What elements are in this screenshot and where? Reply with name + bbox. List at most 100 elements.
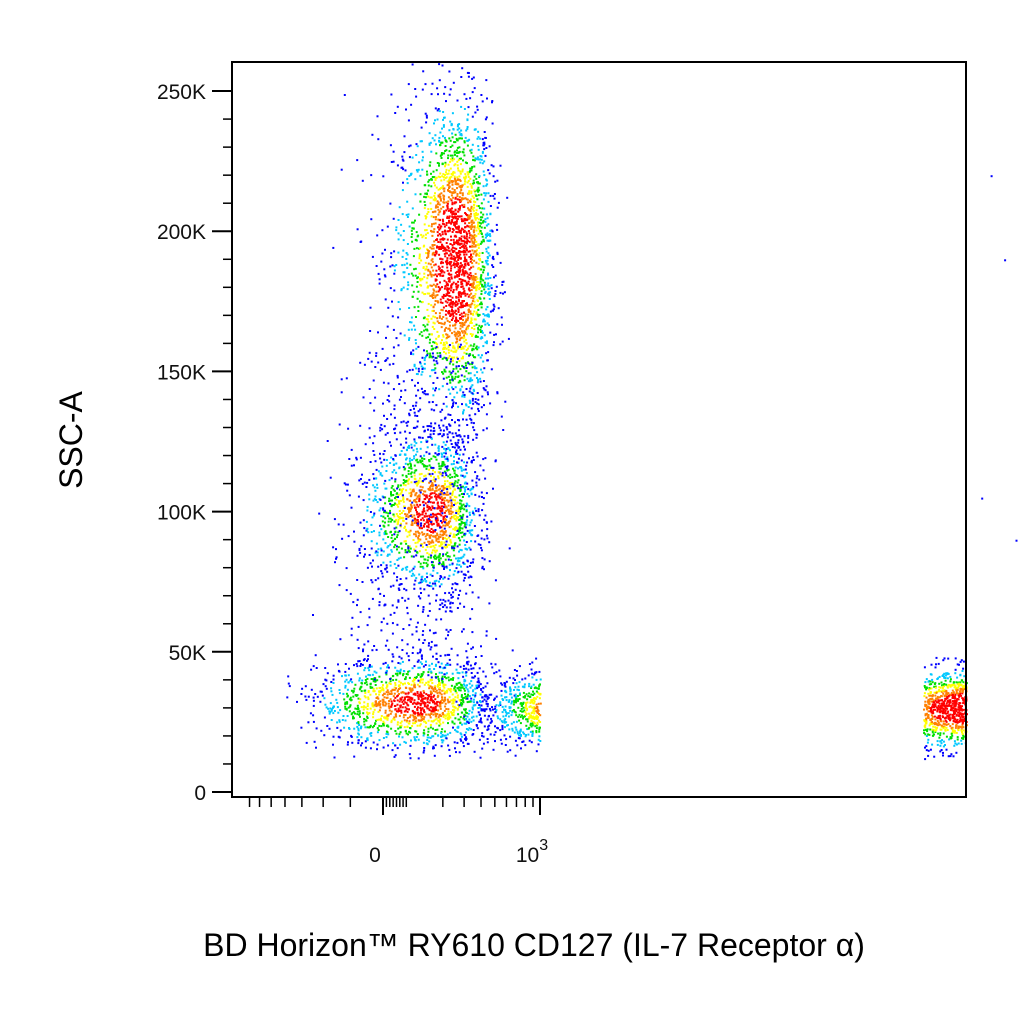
event-dot	[358, 733, 360, 736]
event-dot	[427, 719, 430, 722]
event-dot	[404, 513, 407, 516]
event-dot	[440, 157, 443, 159]
event-dot	[350, 506, 353, 509]
event-dot	[405, 108, 407, 111]
event-dot	[369, 747, 372, 750]
event-dot	[445, 333, 448, 336]
event-dot	[436, 87, 439, 90]
event-dot	[424, 83, 427, 86]
event-dot	[416, 373, 419, 376]
event-dot	[460, 520, 463, 523]
event-dot	[386, 325, 389, 328]
event-dot	[407, 83, 410, 86]
event-dot	[472, 209, 475, 212]
event-dot	[395, 226, 398, 229]
event-dot	[419, 661, 422, 664]
event-dot	[441, 218, 444, 221]
event-dot	[468, 171, 471, 174]
event-dot	[457, 332, 460, 335]
event-dot	[418, 213, 421, 216]
event-dot	[434, 707, 437, 710]
event-dot	[475, 484, 478, 487]
event-dot	[430, 670, 433, 673]
event-dot	[414, 88, 417, 90]
event-dot	[463, 300, 465, 302]
event-dot	[465, 508, 468, 511]
event-dot	[412, 449, 415, 452]
event-dot	[475, 234, 478, 237]
event-dot	[383, 274, 386, 277]
event-dot	[413, 504, 416, 507]
event-dot	[457, 560, 460, 563]
event-dot	[416, 714, 419, 717]
event-dot	[432, 321, 435, 324]
event-dot	[449, 299, 452, 301]
event-dot	[433, 719, 435, 722]
event-dot	[457, 335, 460, 338]
event-dot	[455, 583, 458, 585]
event-dot	[472, 196, 475, 199]
event-dot	[464, 197, 467, 200]
event-dot	[400, 517, 403, 520]
event-dot	[458, 196, 461, 199]
event-dot	[444, 163, 447, 166]
event-dot	[310, 668, 313, 671]
event-dot	[423, 200, 426, 203]
event-dot	[471, 706, 474, 709]
event-dot	[471, 115, 474, 118]
event-dot	[468, 287, 471, 290]
event-dot	[382, 538, 385, 541]
event-dot	[445, 523, 448, 526]
event-dot	[472, 486, 475, 489]
event-dot	[389, 509, 391, 512]
event-dot	[381, 686, 384, 689]
event-dot	[443, 198, 445, 201]
event-dot	[465, 718, 468, 720]
event-dot	[373, 453, 376, 456]
event-dot	[408, 722, 411, 725]
event-dot	[410, 103, 413, 106]
event-dot	[445, 317, 448, 320]
event-dot	[369, 686, 372, 689]
event-dot	[450, 122, 453, 125]
event-dot	[468, 222, 471, 224]
event-dot	[432, 230, 435, 233]
event-dot	[400, 698, 403, 701]
event-dot	[439, 473, 442, 476]
event-dot	[447, 555, 449, 558]
event-dot	[424, 474, 427, 477]
event-dot	[391, 534, 394, 537]
event-dot	[496, 206, 499, 209]
event-dot	[468, 294, 471, 296]
event-dot	[462, 304, 465, 307]
event-dot	[422, 267, 425, 269]
event-dot	[415, 492, 418, 494]
event-dot	[460, 227, 463, 230]
event-dot	[449, 602, 452, 605]
event-dot	[378, 690, 381, 693]
event-dot	[451, 432, 454, 435]
event-dot	[386, 432, 389, 435]
event-dot	[494, 292, 497, 295]
event-dot	[430, 698, 433, 701]
event-dot	[417, 234, 420, 237]
event-dot	[430, 185, 433, 188]
event-dot	[375, 697, 378, 699]
event-dot	[483, 207, 486, 210]
event-dot	[396, 576, 399, 579]
event-dot	[380, 570, 383, 573]
event-dot	[468, 216, 471, 219]
event-dot	[486, 718, 489, 721]
event-dot	[472, 297, 475, 300]
event-dot	[422, 561, 425, 564]
event-dot	[481, 732, 484, 735]
event-dot	[442, 135, 444, 138]
event-dot	[450, 541, 453, 544]
event-dot	[389, 564, 392, 567]
event-dot	[416, 621, 419, 624]
event-dot	[454, 706, 457, 709]
event-dot	[423, 293, 426, 296]
event-dot	[409, 757, 412, 760]
event-dot	[447, 510, 450, 513]
event-dot	[421, 236, 424, 239]
